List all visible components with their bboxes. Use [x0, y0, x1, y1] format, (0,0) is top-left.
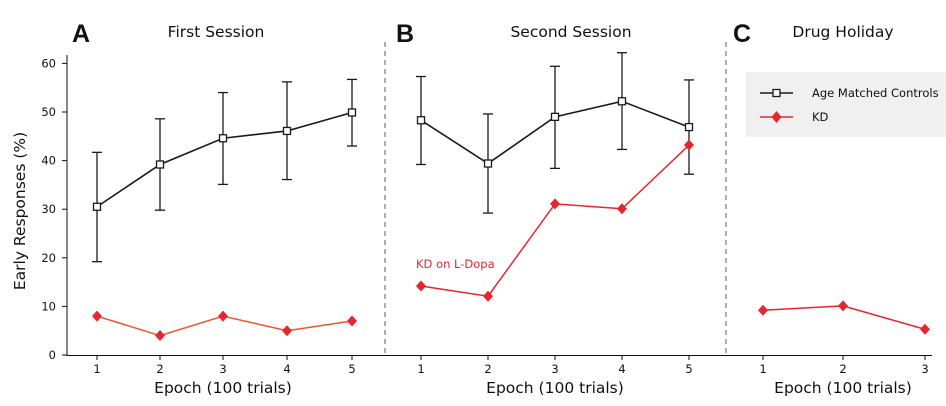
x-tick-label: 2 [484, 362, 491, 376]
legend-marker-diamond-icon [771, 111, 782, 123]
legend-item-kd: KD [760, 110, 829, 124]
marker-square [416, 116, 426, 125]
y-tick-label: 10 [41, 299, 56, 313]
y-axis: 0 10 20 30 40 50 60 [41, 55, 68, 362]
x-tick-label: 3 [921, 362, 928, 376]
x-axis-label-c: Epoch (100 trials) [774, 379, 912, 397]
series-kd [758, 300, 930, 335]
marker-diamond [416, 280, 426, 292]
y-tick-label: 60 [41, 56, 56, 70]
x-tick-label: 3 [219, 362, 226, 376]
x-ticks: 1 2 3 4 5 1 2 3 4 5 1 2 3 [93, 355, 929, 376]
y-tick-label: 40 [41, 154, 56, 168]
annotation-kd-on-l-dopa: KD on L-Dopa [416, 257, 495, 271]
x-axis-label-b: Epoch (100 trials) [486, 379, 624, 397]
marker-diamond [617, 203, 627, 215]
legend-item-controls: Age Matched Controls [760, 86, 939, 100]
marker-square [550, 112, 560, 122]
x-axis-label-a: Epoch (100 trials) [154, 379, 292, 397]
x-tick-label: 3 [551, 362, 558, 376]
series-kd [92, 310, 357, 342]
marker-square [483, 159, 493, 168]
x-tick-label: 2 [156, 362, 163, 376]
panel-title-c: Drug Holiday [792, 23, 893, 41]
series-controls [92, 78, 357, 263]
marker-diamond [282, 325, 292, 337]
marker-diamond [838, 300, 848, 312]
panel-letter-c: C [733, 20, 751, 48]
marker-square [155, 160, 165, 169]
marker-diamond [483, 290, 493, 302]
y-tick-label: 30 [41, 202, 56, 216]
x-tick-label: 1 [93, 362, 100, 376]
x-tick-label: 2 [839, 362, 846, 376]
series-controls [416, 52, 694, 214]
legend-box [746, 72, 946, 137]
x-tick-label: 4 [283, 362, 290, 376]
legend-label-controls: Age Matched Controls [812, 86, 939, 100]
marker-square [218, 134, 228, 143]
y-tick-label: 50 [41, 105, 56, 119]
marker-square [282, 126, 292, 136]
series-kd [416, 139, 694, 302]
marker-diamond [155, 330, 165, 342]
panel-letter-a: A [72, 20, 90, 48]
marker-square [347, 108, 357, 117]
y-tick-label: 20 [41, 251, 56, 265]
marker-diamond [347, 315, 357, 327]
line-controls [96, 111, 353, 208]
marker-square [92, 202, 102, 211]
legend-marker-square-icon [772, 88, 781, 98]
legend: Age Matched Controls KD [746, 72, 946, 137]
marker-square [684, 122, 694, 132]
x-tick-label: 5 [685, 362, 692, 376]
marker-diamond [758, 304, 768, 316]
y-tick-label: 0 [49, 348, 56, 362]
x-tick-label: 4 [618, 362, 625, 376]
panel-letter-b: B [396, 20, 414, 48]
marker-diamond [920, 323, 930, 335]
marker-diamond [550, 198, 560, 210]
marker-diamond [684, 139, 694, 151]
marker-square [617, 97, 627, 106]
series-layer [92, 52, 930, 342]
marker-diamond [92, 310, 102, 322]
legend-label-kd: KD [812, 110, 829, 124]
y-axis-label: Early Responses (%) [11, 132, 29, 290]
x-tick-label: 1 [417, 362, 424, 376]
panel-title-a: First Session [168, 23, 265, 41]
x-tick-label: 5 [348, 362, 355, 376]
x-tick-label: 1 [759, 362, 766, 376]
panel-title-b: Second Session [510, 23, 631, 41]
marker-diamond [218, 310, 228, 322]
